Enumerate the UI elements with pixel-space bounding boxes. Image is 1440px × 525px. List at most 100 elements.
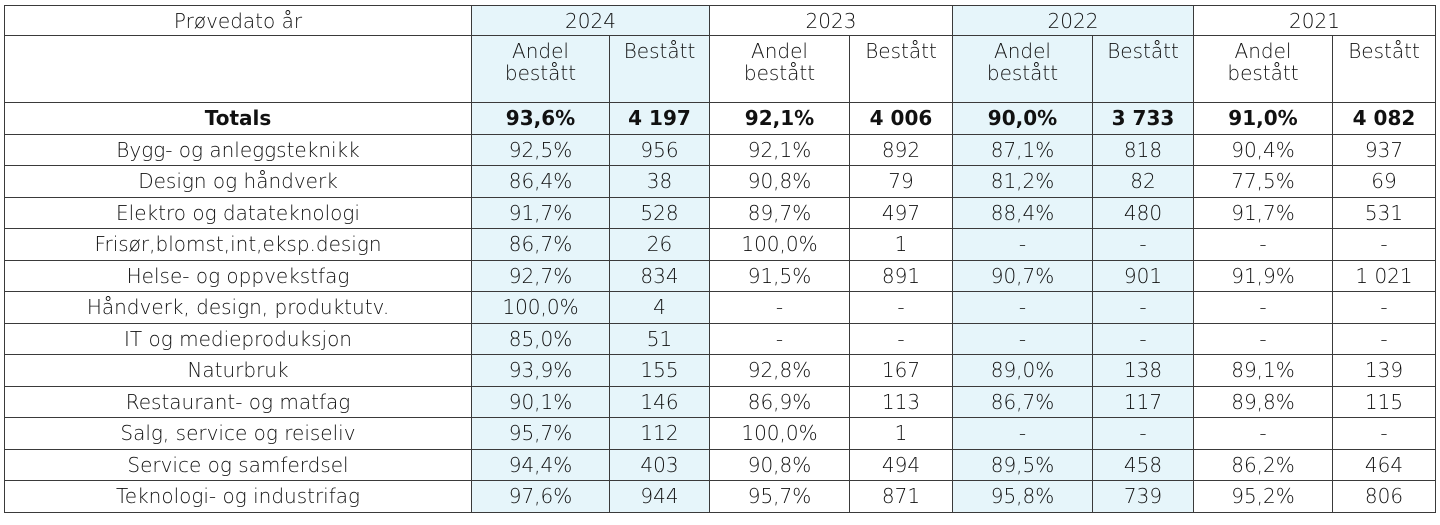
andel-cell: - — [1193, 291, 1333, 324]
andel-cell: 91,7% — [471, 196, 610, 229]
bestatt-cell: 818 — [1092, 133, 1194, 166]
andel-cell: 92,8% — [709, 354, 850, 387]
andel-cell: 91,9% — [1193, 259, 1333, 292]
year-2024-header: 2024 — [471, 5, 710, 36]
andel-cell: 90,4% — [1193, 133, 1333, 166]
andel-cell: 89,5% — [952, 448, 1093, 481]
bestatt-cell: 944 — [609, 480, 710, 513]
bestatt-cell: 112 — [609, 417, 710, 450]
andel-header: Andel bestått — [1193, 35, 1333, 103]
bestatt-cell: - — [1332, 322, 1436, 355]
row-label: Elektro og datateknologi — [4, 196, 472, 229]
table-row: Frisør,blomst,int,eksp.design 86,7% 26 100,… — [4, 228, 1436, 261]
andel-cell: - — [709, 322, 850, 355]
bestatt-cell: 464 — [1332, 448, 1436, 481]
andel-cell: - — [1193, 417, 1333, 450]
andel-cell: 87,1% — [952, 133, 1093, 166]
andel-header: Andel bestått — [709, 35, 850, 103]
row-label: Frisør,blomst,int,eksp.design — [4, 228, 472, 261]
bestatt-cell: 146 — [609, 385, 710, 418]
andel-cell: 89,1% — [1193, 354, 1333, 387]
andel-cell: 90,1% — [471, 385, 610, 418]
bestatt-cell: 117 — [1092, 385, 1194, 418]
table-row: Håndverk, design, produktutv. 100,0% 4- - - -… — [4, 291, 1436, 324]
andel-cell: 89,7% — [709, 196, 850, 229]
sub-header-blank — [4, 35, 472, 103]
bestatt-cell: 4 — [609, 291, 710, 324]
year-2021-header: 2021 — [1193, 5, 1436, 36]
bestatt-cell: 79 — [849, 165, 953, 198]
row-label: Restaurant- og matfag — [4, 385, 472, 418]
row-label: Service og samferdsel — [4, 448, 472, 481]
bestatt-cell: 403 — [609, 448, 710, 481]
andel-cell: 100,0% — [709, 417, 850, 450]
andel-cell: 81,2% — [952, 165, 1093, 198]
bestatt-header: Bestått — [1332, 35, 1436, 103]
bestatt-cell: 4 006 — [849, 102, 953, 135]
table-row: Salg, service og reiseliv 95,7% 112 100,0% 1… — [4, 417, 1436, 450]
bestatt-header: Bestått — [609, 35, 710, 103]
andel-cell: 92,1% — [709, 133, 850, 166]
bestatt-cell: 901 — [1092, 259, 1194, 292]
table-row: Teknologi- og industrifag 97,6% 944 95,7% 87… — [4, 480, 1436, 513]
andel-cell: 91,5% — [709, 259, 850, 292]
andel-header: Andel bestått — [471, 35, 610, 103]
andel-cell: 86,7% — [471, 228, 610, 261]
table-row: Helse- og oppvekstfag 92,7% 834 91,5% 891 90,… — [4, 259, 1436, 292]
bestatt-cell: 4 082 — [1332, 102, 1436, 135]
bestatt-cell: 531 — [1332, 196, 1436, 229]
table-row: Elektro og datateknologi 91,7% 528 89,7% 497… — [4, 196, 1436, 229]
table-row: Restaurant- og matfag 90,1% 146 86,9% 113 86,… — [4, 385, 1436, 418]
andel-cell: 86,7% — [952, 385, 1093, 418]
row-label: Naturbruk — [4, 354, 472, 387]
row-label: Design og håndverk — [4, 165, 472, 198]
bestatt-cell: 739 — [1092, 480, 1194, 513]
bestatt-cell: 113 — [849, 385, 953, 418]
bestatt-cell: 3 733 — [1092, 102, 1194, 135]
andel-cell: - — [709, 291, 850, 324]
bestatt-header: Bestått — [849, 35, 953, 103]
table-row: Service og samferdsel 94,4% 403 90,8% 494 89,… — [4, 448, 1436, 481]
andel-cell: 90,8% — [709, 448, 850, 481]
bestatt-cell: 1 — [849, 417, 953, 450]
bestatt-cell: 480 — [1092, 196, 1194, 229]
andel-cell: 95,7% — [709, 480, 850, 513]
corner-label: Prøvedato år — [4, 5, 472, 36]
row-label: Teknologi- og industrifag — [4, 480, 472, 513]
andel-cell: 92,1% — [709, 102, 850, 135]
andel-cell: 90,0% — [952, 102, 1093, 135]
andel-header: Andel bestått — [952, 35, 1093, 103]
table-row: Design og håndverk 86,4% 38 90,8% 79 81,2% 82 7… — [4, 165, 1436, 198]
bestatt-cell: - — [1332, 417, 1436, 450]
row-label: IT og medieproduksjon — [4, 322, 472, 355]
bestatt-header: Bestått — [1092, 35, 1194, 103]
bestatt-cell: 82 — [1092, 165, 1194, 198]
andel-cell: - — [1193, 228, 1333, 261]
andel-cell: 86,4% — [471, 165, 610, 198]
data-rows: Totals 93,6% 4 197 92,1% 4 006 90,0% 3 733 91,0… — [4, 102, 1436, 513]
andel-cell: 89,8% — [1193, 385, 1333, 418]
bestatt-cell: 155 — [609, 354, 710, 387]
bestatt-cell: 1 021 — [1332, 259, 1436, 292]
row-label: Bygg- og anleggsteknikk — [4, 133, 472, 166]
andel-cell: 77,5% — [1193, 165, 1333, 198]
bestatt-cell: 26 — [609, 228, 710, 261]
bestatt-cell: 806 — [1332, 480, 1436, 513]
bestatt-cell: 458 — [1092, 448, 1194, 481]
bestatt-cell: 139 — [1332, 354, 1436, 387]
bestatt-cell: - — [1332, 228, 1436, 261]
andel-cell: 97,6% — [471, 480, 610, 513]
bestatt-cell: - — [849, 322, 953, 355]
andel-cell: - — [1193, 322, 1333, 355]
andel-cell: 100,0% — [709, 228, 850, 261]
andel-cell: 90,7% — [952, 259, 1093, 292]
bestatt-cell: 138 — [1092, 354, 1194, 387]
bestatt-cell: 528 — [609, 196, 710, 229]
bestatt-cell: 494 — [849, 448, 953, 481]
andel-cell: - — [952, 417, 1093, 450]
bestatt-cell: 69 — [1332, 165, 1436, 198]
sub-header-row: Andel bestått Bestått Andel bestått Beståt… — [4, 35, 1436, 103]
bestatt-cell: 871 — [849, 480, 953, 513]
table-row: IT og medieproduksjon 85,0% 51- - - - - - — [4, 322, 1436, 355]
bestatt-cell: 51 — [609, 322, 710, 355]
